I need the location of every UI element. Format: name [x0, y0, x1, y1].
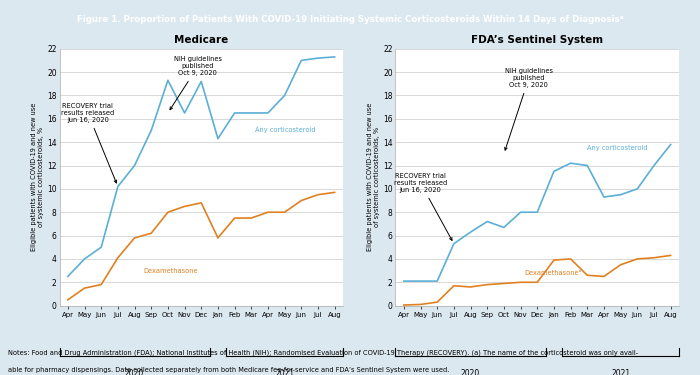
- Title: Medicare: Medicare: [174, 35, 228, 45]
- Text: 2021: 2021: [611, 369, 630, 375]
- Text: Figure 1. Proportion of Patients With COVID-19 Initiating Systemic Corticosteroi: Figure 1. Proportion of Patients With CO…: [77, 15, 623, 24]
- Text: Any corticosteroid: Any corticosteroid: [255, 128, 315, 134]
- Title: FDA’s Sentinel System: FDA’s Sentinel System: [471, 35, 603, 45]
- Text: RECOVERY trial
results released
Jun 16, 2020: RECOVERY trial results released Jun 16, …: [61, 103, 117, 183]
- Text: able for pharmacy dispensings. Data collected separately from both Medicare fee-: able for pharmacy dispensings. Data coll…: [8, 367, 450, 373]
- Y-axis label: Eligible patients with COVID-19 and new use
of systemic corticosteroids, %: Eligible patients with COVID-19 and new …: [368, 103, 380, 251]
- Text: Notes: Food and Drug Administration (FDA); National Institutes of Health (NIH); : Notes: Food and Drug Administration (FDA…: [8, 350, 638, 356]
- Text: Dexamethasone: Dexamethasone: [143, 268, 197, 274]
- Text: Any corticosteroid: Any corticosteroid: [587, 145, 648, 151]
- Text: 2020: 2020: [461, 369, 480, 375]
- Text: 2021: 2021: [275, 369, 294, 375]
- Text: 2020: 2020: [125, 369, 144, 375]
- Y-axis label: Eligible patients with COVID-19 and new use
of systemic corticosteroids, %: Eligible patients with COVID-19 and new …: [32, 103, 44, 251]
- Text: NIH guidelines
published
Oct 9, 2020: NIH guidelines published Oct 9, 2020: [505, 68, 553, 150]
- Text: RECOVERY trial
results released
Jun 16, 2020: RECOVERY trial results released Jun 16, …: [394, 173, 452, 240]
- Text: NIH guidelines
published
Oct 9, 2020: NIH guidelines published Oct 9, 2020: [170, 56, 222, 110]
- Text: Dexamethasoneᵃ: Dexamethasoneᵃ: [524, 270, 581, 276]
